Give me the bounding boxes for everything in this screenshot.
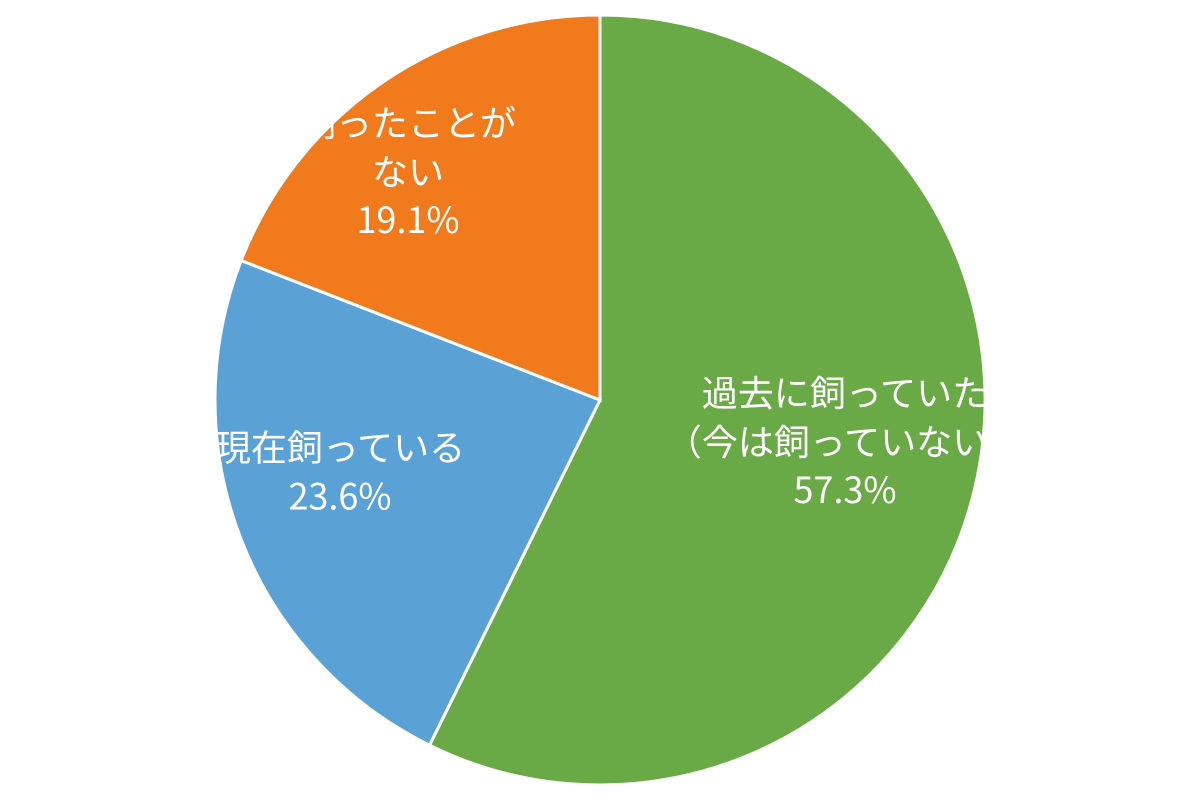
slice-label: 現在飼っている23.6% (215, 421, 465, 518)
slice-label: 飼ったことがない19.1% (300, 97, 516, 243)
pie-chart: 過去に飼っていた（今は飼っていない）57.3% 現在飼っている23.6% 飼ったこと… (0, 0, 1200, 800)
slice-label: 過去に飼っていた（今は飼っていない）57.3% (666, 367, 1024, 513)
